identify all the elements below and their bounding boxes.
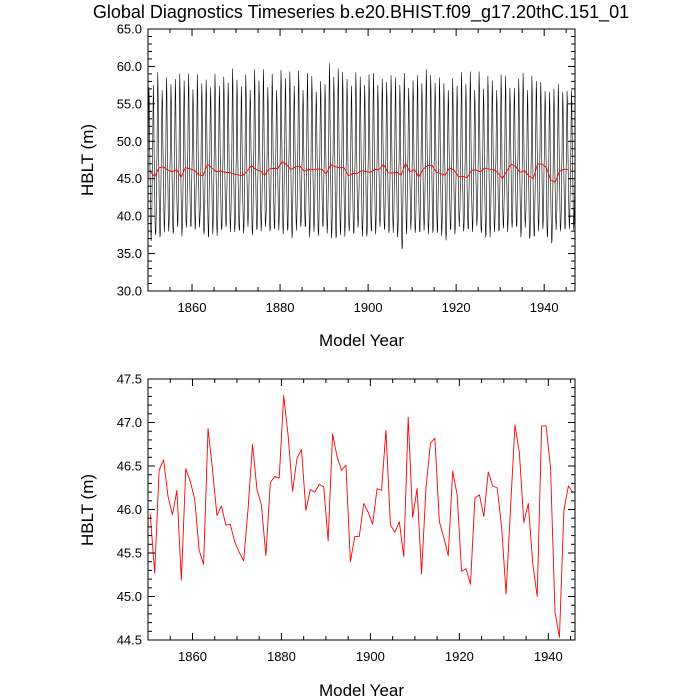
y-tick-label: 35.0 (117, 246, 142, 261)
top-plot-ticks: 1860 1880 1900 1920 1940 30.0 35.0 40.0 45.0 50.0… (117, 22, 575, 315)
x-tick-label: 1940 (534, 649, 563, 664)
figure-title: Global Diagnostics Timeseries b.e20.BHIS… (93, 2, 629, 23)
x-tick-label: 1900 (354, 300, 383, 315)
top-plot-series (147, 63, 576, 250)
top-plot-xlabel: Model Year (319, 331, 404, 350)
x-tick-label: 1880 (267, 649, 296, 664)
series-annual-mean (149, 395, 574, 638)
series-monthly (147, 63, 576, 250)
top-plot: 1860 1880 1900 1920 1940 30.0 35.0 40.0 45.0 50.0… (78, 22, 576, 350)
y-tick-label: 47.5 (117, 372, 142, 387)
y-tick-label: 30.0 (117, 284, 142, 299)
bottom-plot-frame (147, 378, 576, 641)
top-plot-ylabel: HBLT (m) (78, 124, 97, 196)
x-tick-label: 1880 (266, 300, 295, 315)
bottom-plot-series (149, 395, 574, 638)
y-tick-label: 45.5 (117, 546, 142, 561)
bottom-plot-ylabel: HBLT (m) (78, 474, 97, 546)
bottom-plot-xlabel: Model Year (319, 681, 404, 700)
y-tick-label: 60.0 (117, 59, 142, 74)
y-tick-label: 46.5 (117, 459, 142, 474)
x-tick-label: 1900 (356, 649, 385, 664)
x-tick-label: 1920 (442, 300, 471, 315)
y-tick-label: 45.0 (117, 589, 142, 604)
y-tick-label: 50.0 (117, 134, 142, 149)
x-tick-label: 1940 (530, 300, 559, 315)
y-tick-label: 47.0 (117, 415, 142, 430)
top-plot-frame (147, 28, 576, 292)
bottom-plot: 1860 1880 1900 1920 1940 44.5 45.0 45.5 46.0 46.5… (78, 372, 576, 700)
x-tick-label: 1920 (445, 649, 474, 664)
y-tick-label: 45.0 (117, 171, 142, 186)
y-tick-label: 55.0 (117, 96, 142, 111)
x-tick-label: 1860 (178, 300, 207, 315)
y-tick-label: 40.0 (117, 209, 142, 224)
y-tick-label: 65.0 (117, 22, 142, 37)
bottom-plot-ticks: 1860 1880 1900 1920 1940 44.5 45.0 45.5 46.0 46.5… (117, 372, 575, 664)
series-annual-mean (149, 160, 569, 183)
x-tick-label: 1860 (178, 649, 207, 664)
y-tick-label: 46.0 (117, 502, 142, 517)
y-tick-label: 44.5 (117, 633, 142, 648)
